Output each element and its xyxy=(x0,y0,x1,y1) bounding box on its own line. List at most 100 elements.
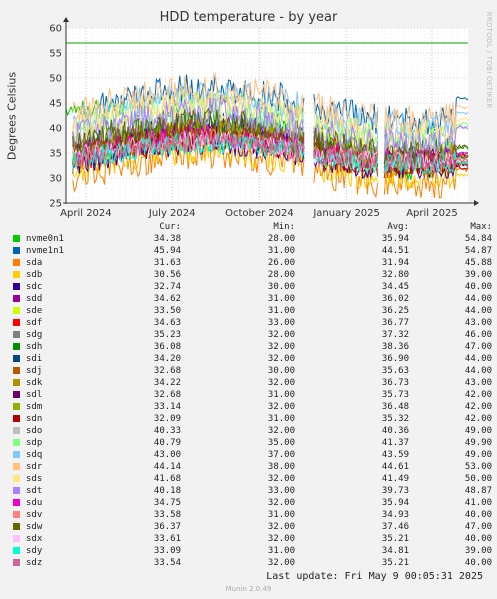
legend-swatch xyxy=(13,247,20,254)
legend-row-sdh: sdh 36.08 32.00 38.36 47.00 xyxy=(0,341,497,353)
legend-value-max: 46.00 xyxy=(464,330,492,340)
legend-value-avg: 36.73 xyxy=(381,378,409,388)
y-tick-label: 45 xyxy=(49,99,62,110)
legend-value-avg: 43.59 xyxy=(381,450,409,460)
legend-value-avg: 35.94 xyxy=(381,498,409,508)
x-tick-label: July 2024 xyxy=(148,208,196,219)
legend-series-name: sdk xyxy=(26,378,43,388)
legend-series-name: sdu xyxy=(26,498,43,508)
legend-value-cur: 34.20 xyxy=(153,354,181,364)
x-tick-label: April 2024 xyxy=(60,208,111,219)
legend-row-sdk: sdk 34.22 32.00 36.73 43.00 xyxy=(0,377,497,389)
legend-value-min: 26.00 xyxy=(267,258,295,268)
axes: 25 30 35 40 45 50 55 60 April 2024 July 2024 Octob… xyxy=(49,17,479,219)
legend-series-name: sde xyxy=(26,306,43,316)
legend-value-avg: 41.49 xyxy=(381,474,409,484)
legend-rows: nvme0n1 34.38 28.00 35.94 54.84 nvme1n1 45.94 3… xyxy=(0,233,497,569)
legend-row-sdo: sdo 40.33 32.00 40.36 49.00 xyxy=(0,425,497,437)
legend-swatch xyxy=(13,271,20,278)
legend-value-avg: 35.32 xyxy=(381,414,409,424)
legend-value-min: 32.00 xyxy=(267,378,295,388)
legend-row-sdc: sdc 32.74 30.00 34.45 40.00 xyxy=(0,281,497,293)
legend-value-max: 40.00 xyxy=(464,282,492,292)
legend-row-sdz: sdz 33.54 32.00 35.21 40.00 xyxy=(0,557,497,569)
legend-value-avg: 35.73 xyxy=(381,390,409,400)
legend-col-max: Max: xyxy=(470,222,492,232)
legend-series-name: sdx xyxy=(26,534,43,544)
legend-value-min: 32.00 xyxy=(267,354,295,364)
legend-swatch xyxy=(13,391,20,398)
legend-series-name: sdn xyxy=(26,414,43,424)
legend-value-cur: 33.54 xyxy=(153,558,181,568)
legend-value-max: 49.00 xyxy=(464,450,492,460)
legend-value-max: 44.00 xyxy=(464,294,492,304)
legend-value-avg: 40.36 xyxy=(381,426,409,436)
legend-value-cur: 33.61 xyxy=(153,534,181,544)
legend-swatch xyxy=(13,463,20,470)
legend-value-min: 28.00 xyxy=(267,234,295,244)
legend-series-name: sdi xyxy=(26,354,43,364)
legend-value-cur: 36.37 xyxy=(153,522,181,532)
legend-value-cur: 32.68 xyxy=(153,366,181,376)
legend-value-min: 32.00 xyxy=(267,426,295,436)
legend-value-cur: 34.38 xyxy=(153,234,181,244)
legend-col-cur: Cur: xyxy=(159,222,181,232)
y-axis-arrow xyxy=(63,17,69,22)
legend-series-name: sdw xyxy=(26,522,43,532)
legend-value-avg: 37.46 xyxy=(381,522,409,532)
legend-value-min: 33.00 xyxy=(267,318,295,328)
x-tick-label: October 2024 xyxy=(225,208,294,219)
y-tick-label: 30 xyxy=(49,174,62,185)
legend-value-cur: 40.79 xyxy=(153,438,181,448)
legend-row-sdq: sdq 43.00 37.00 43.59 49.00 xyxy=(0,449,497,461)
legend-value-max: 39.00 xyxy=(464,270,492,280)
chart-title: HDD temperature - by year xyxy=(159,10,338,25)
legend-series-name: sdf xyxy=(26,318,43,328)
legend-swatch xyxy=(13,523,20,530)
legend-row-sdj: sdj 32.68 30.00 35.63 44.00 xyxy=(0,365,497,377)
legend-value-cur: 30.56 xyxy=(153,270,181,280)
legend-value-min: 31.00 xyxy=(267,294,295,304)
legend-row-sds: sds 41.68 32.00 41.49 50.00 xyxy=(0,473,497,485)
legend-value-cur: 44.14 xyxy=(153,462,181,472)
legend-value-avg: 36.77 xyxy=(381,318,409,328)
legend-series-name: nvme0n1 xyxy=(26,234,64,244)
legend-value-avg: 35.94 xyxy=(381,234,409,244)
legend-row-nvme1n1: nvme1n1 45.94 31.00 44.51 54.87 xyxy=(0,245,497,257)
legend-value-cur: 34.22 xyxy=(153,378,181,388)
legend-value-avg: 41.37 xyxy=(381,438,409,448)
legend-value-cur: 33.50 xyxy=(153,306,181,316)
legend-series-name: sdj xyxy=(26,366,43,376)
legend-value-min: 32.00 xyxy=(267,402,295,412)
legend-col-min: Min: xyxy=(273,222,295,232)
legend-value-avg: 36.02 xyxy=(381,294,409,304)
legend-row-sdx: sdx 33.61 32.00 35.21 40.00 xyxy=(0,533,497,545)
legend-value-avg: 44.51 xyxy=(381,246,409,256)
legend-value-max: 42.00 xyxy=(464,390,492,400)
legend-value-min: 31.00 xyxy=(267,390,295,400)
legend-row-sdf: sdf 34.63 33.00 36.77 43.00 xyxy=(0,317,497,329)
legend-table: Cur: Min: Avg: Max: nvme0n1 34.38 28.00 35.… xyxy=(0,221,497,569)
legend-swatch xyxy=(13,475,20,482)
legend-value-max: 42.00 xyxy=(464,402,492,412)
legend-value-min: 33.00 xyxy=(267,486,295,496)
legend-value-max: 42.00 xyxy=(464,414,492,424)
legend-swatch xyxy=(13,367,20,374)
legend-value-cur: 45.94 xyxy=(153,246,181,256)
legend-row-sde: sde 33.50 31.00 36.25 44.00 xyxy=(0,305,497,317)
legend-value-min: 32.00 xyxy=(267,474,295,484)
legend-swatch xyxy=(13,307,20,314)
legend-value-cur: 43.00 xyxy=(153,450,181,460)
legend-value-avg: 44.61 xyxy=(381,462,409,472)
legend-swatch xyxy=(13,331,20,338)
legend-series-name: sdb xyxy=(26,270,43,280)
legend-row-nvme0n1: nvme0n1 34.38 28.00 35.94 54.84 xyxy=(0,233,497,245)
legend-value-avg: 35.21 xyxy=(381,558,409,568)
legend-value-avg: 38.36 xyxy=(381,342,409,352)
legend-series-name: sdl xyxy=(26,390,43,400)
legend-value-max: 44.00 xyxy=(464,366,492,376)
legend-series-name: sdz xyxy=(26,558,43,568)
legend-row-sdm: sdm 33.14 32.00 36.48 42.00 xyxy=(0,401,497,413)
legend-series-name: sdv xyxy=(26,510,43,520)
legend-value-min: 32.00 xyxy=(267,558,295,568)
